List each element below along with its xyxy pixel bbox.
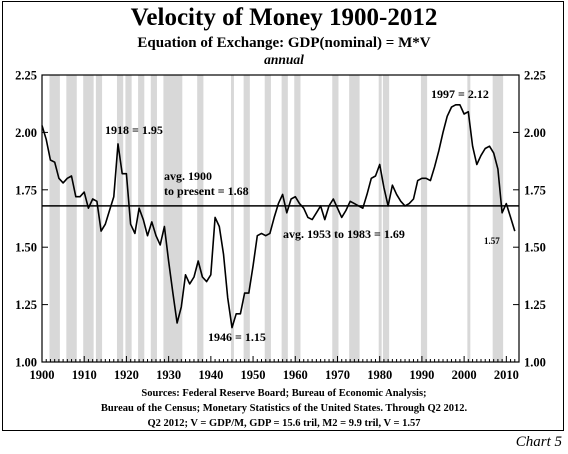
recession-band-17 [378,75,382,362]
x-tick-label: 1920 [114,368,139,382]
plot-border [41,74,520,363]
recession-band-5 [125,75,132,362]
recession-band-13 [281,75,288,362]
recession-band-2 [83,75,94,362]
chart-subtitle: Equation of Exchange: GDP(nominal) = M*V [137,35,431,51]
x-tick-label: 1930 [156,368,181,382]
y-tick-label-left: 1.25 [15,298,37,312]
y-tick-label-right: 2.00 [524,126,546,140]
annotation-avg-line2: to present = 1.68 [164,184,249,198]
recession-band-11 [243,75,250,362]
x-tick-label: 1910 [72,368,97,382]
x-tick-label: 1970 [325,368,350,382]
y-tick-label-right: 1.75 [524,183,546,197]
x-tick-label: 1940 [198,368,223,382]
y-tick-label-left: 1.75 [15,183,37,197]
x-tick-label: 1980 [367,368,392,382]
recession-band-7 [150,75,157,362]
velocity-series [41,104,516,329]
chart-number: Chart 5 [515,434,562,450]
recession-band-12 [264,75,271,362]
tick-labels: 1.00 1.00 1.25 1.25 1.50 1.50 1.75 1.75 2.00 2.00… [15,69,546,383]
velocity-line [41,104,516,329]
footnote-q2-2012: Q2 2012; V = GDP/M, GDP = 15.6 tril, M2 … [147,418,421,429]
recession-shading [49,75,504,362]
y-tick-label-left: 1.00 [15,356,37,370]
recession-band-1 [66,75,77,362]
recession-band-9 [197,75,204,362]
chart-frame [2,1,564,431]
x-tick-label: 2010 [494,368,519,382]
y-tick-label-right: 1.00 [524,356,546,370]
recession-band-8 [163,75,183,362]
chart-title: Velocity of Money 1900-2012 [130,4,438,31]
recession-band-19 [420,75,428,362]
recession-band-14 [294,75,301,362]
x-tick-label: 1990 [409,368,434,382]
recession-band-18 [382,75,390,362]
annotation-1997: 1997 = 2.12 [431,87,489,101]
x-tick-label: 1900 [30,368,55,382]
annotation-1946: 1946 = 1.15 [208,330,266,344]
annotation-last-value: 1.57 [484,236,500,246]
recession-band-20 [467,75,471,362]
recession-band-6 [138,75,145,362]
footnote-census: Bureau of the Census; Monetary Statistic… [100,403,468,414]
y-tick-label-left: 1.50 [15,241,37,255]
recession-band-0 [49,75,60,362]
y-tick-label-left: 2.25 [15,69,37,83]
footnote-sources: Sources: Federal Reserve Board; Bureau o… [141,388,427,399]
y-tick-label-right: 1.25 [524,298,546,312]
recession-band-21 [492,75,504,362]
annotation-1918: 1918 = 1.95 [105,123,163,137]
recession-band-15 [332,75,339,362]
chart-frequency: annual [264,52,304,67]
y-tick-label-right: 1.50 [524,241,546,255]
y-tick-label-right: 2.25 [524,69,546,83]
plot-axes [41,74,520,363]
y-tick-label-left: 2.00 [15,126,37,140]
x-tick-label: 2000 [452,368,477,382]
recession-band-4 [116,75,124,362]
x-tick-label: 1960 [283,368,308,382]
x-tick-label: 1950 [241,368,266,382]
annotation-avg-line1: avg. 1900 [164,169,212,183]
annotation-avg-1953-1983: avg. 1953 to 1983 = 1.69 [283,227,405,241]
recession-band-10 [230,75,234,362]
recession-band-16 [349,75,360,362]
